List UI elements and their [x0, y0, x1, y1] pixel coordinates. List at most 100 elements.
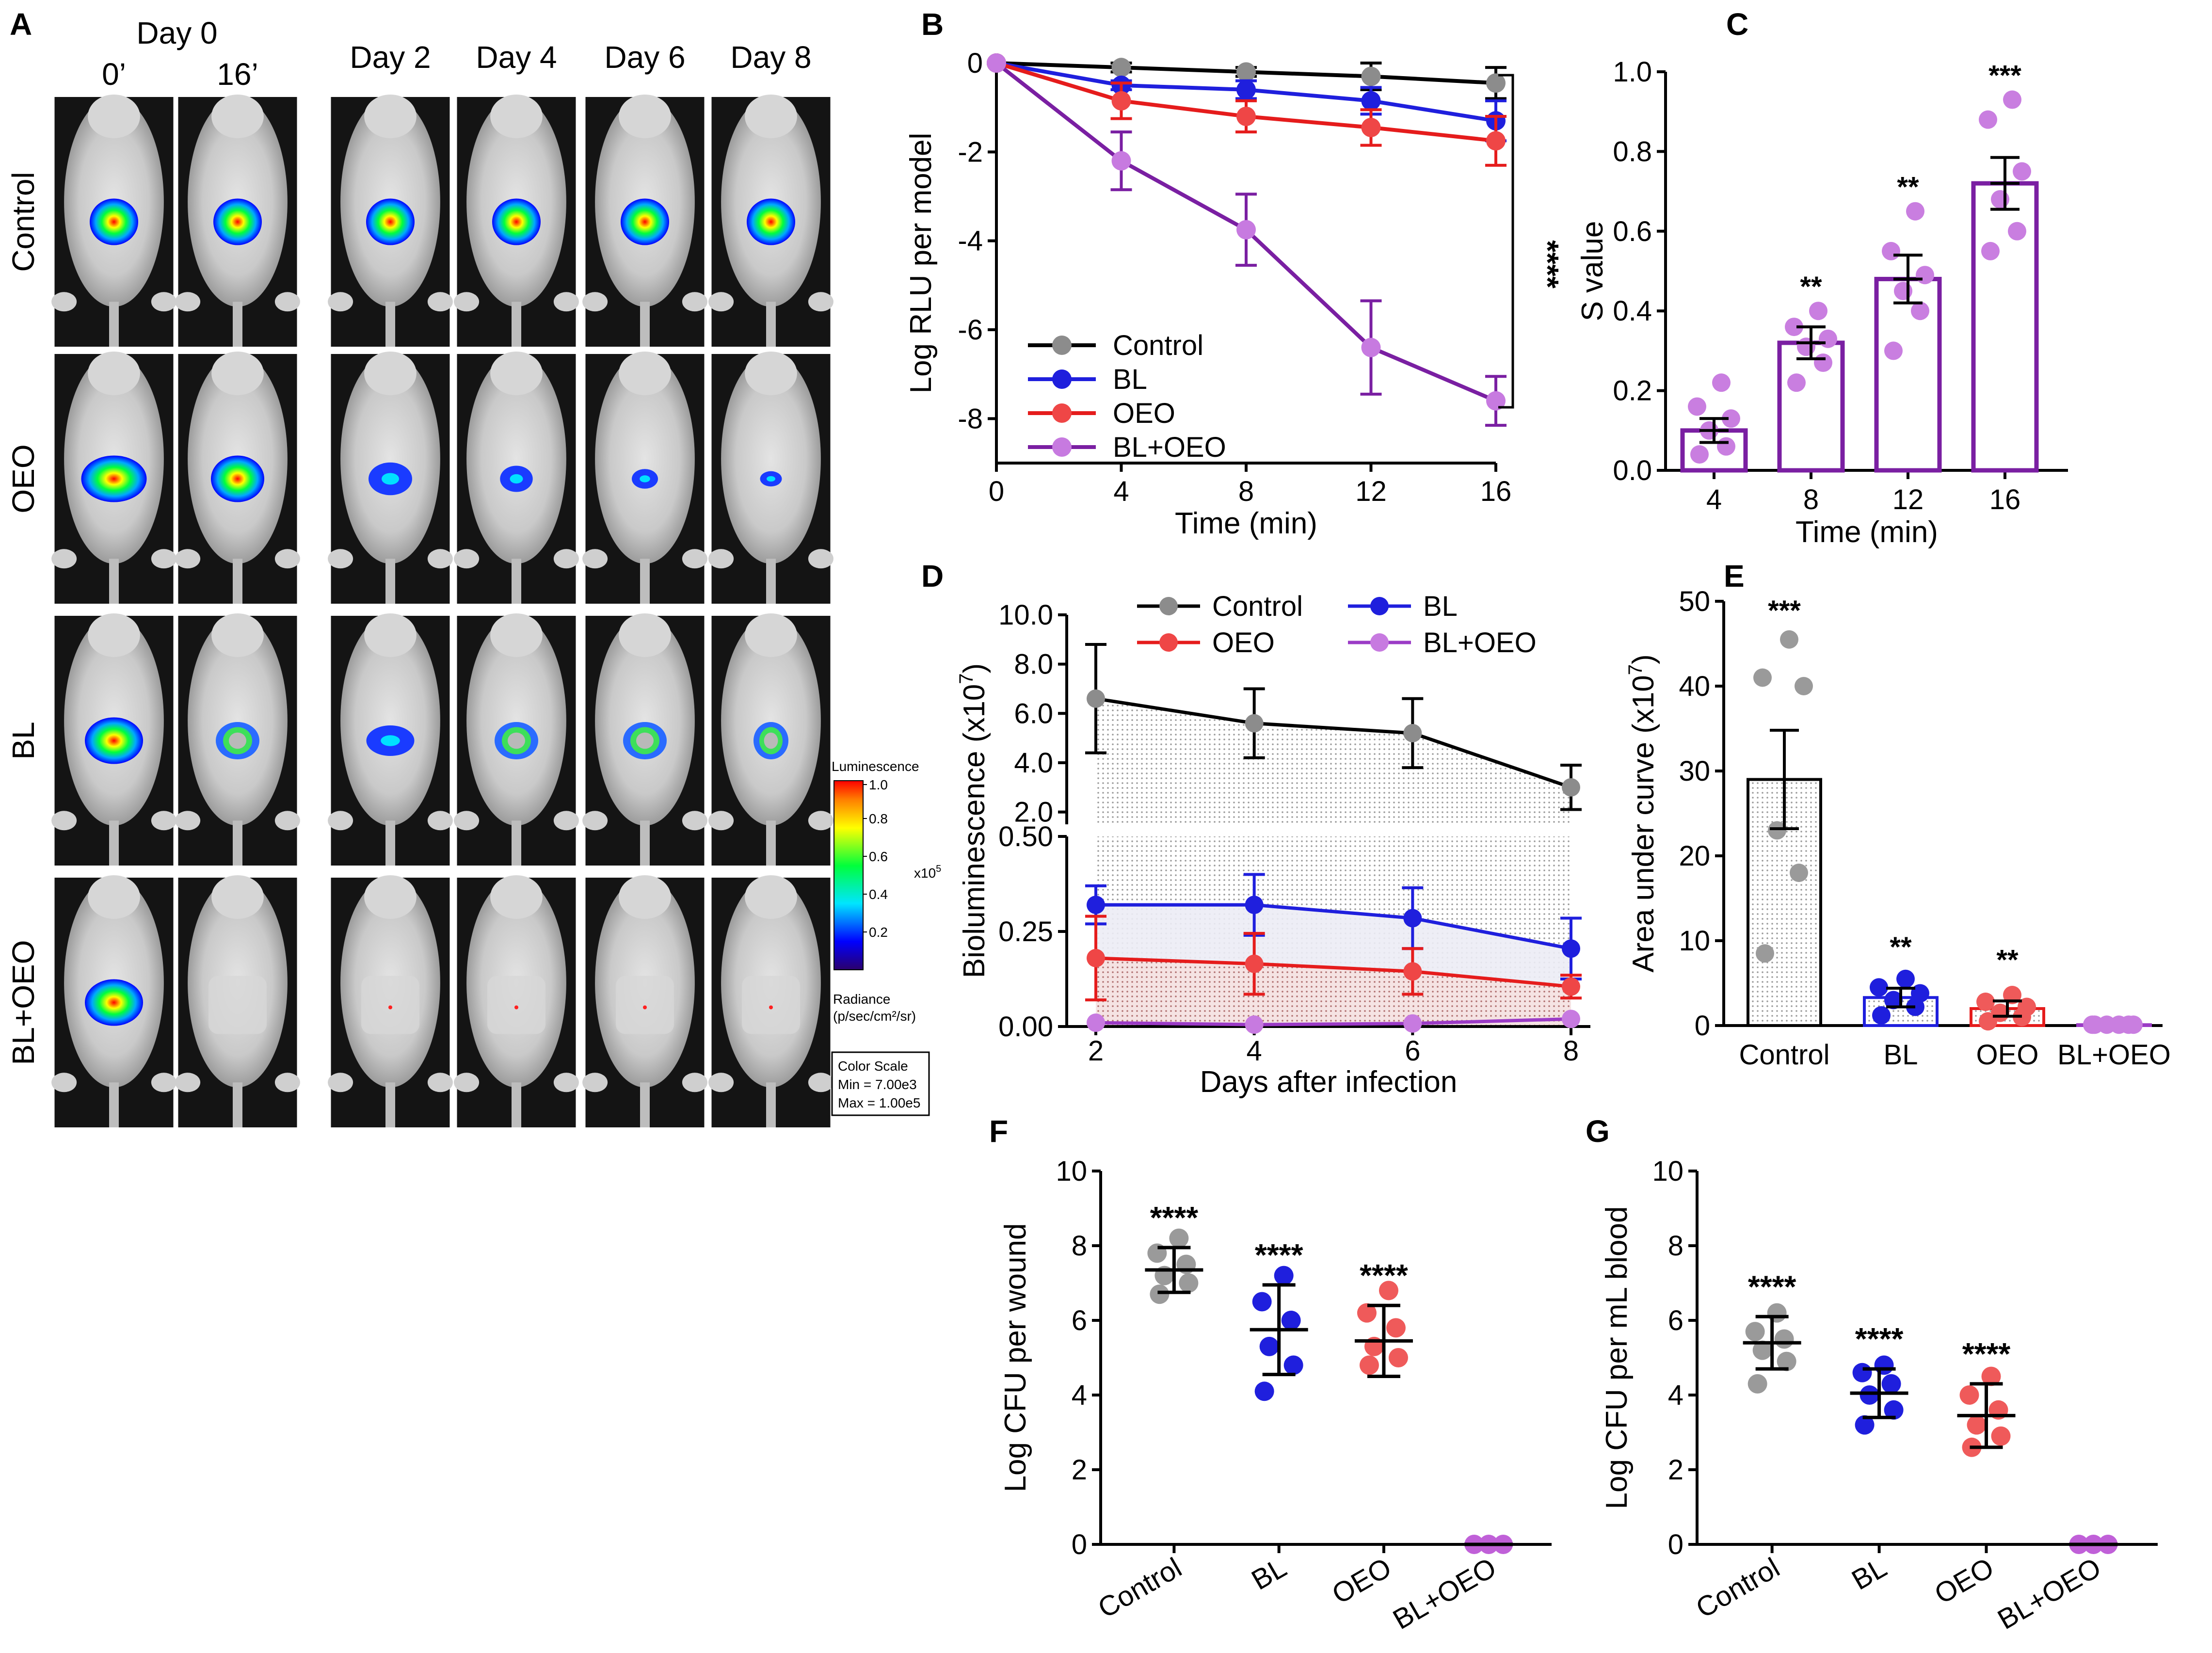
y-tick-label: 0 [1668, 1529, 1683, 1560]
y-tick-label: 10 [1652, 1155, 1683, 1187]
bar [1777, 340, 1845, 473]
mouse-foot [553, 549, 579, 569]
y-tick-label: 2 [1668, 1454, 1683, 1486]
mouse-tail [640, 1082, 650, 1127]
mouse-head [745, 613, 797, 657]
colorbar-tick-label: 0.6 [869, 849, 888, 864]
mouse-body [595, 616, 695, 826]
mouse-head [490, 875, 543, 919]
data-point [1795, 677, 1813, 695]
mouse-foot [708, 292, 734, 312]
day-label: Day 6 [604, 40, 685, 75]
data-point [1722, 409, 1740, 428]
x-tick-label: 4 [1247, 1035, 1262, 1067]
mouse-tail [640, 302, 650, 347]
data-point [1981, 241, 2000, 260]
mouse-foot [682, 811, 707, 831]
data-point [1855, 1415, 1875, 1435]
data-point [2083, 1015, 2101, 1034]
legend-marker [1052, 437, 1072, 457]
mouse-foot [808, 811, 834, 831]
x-tick-label: 12 [1355, 476, 1387, 507]
y-tick-label: 10.0 [998, 599, 1053, 631]
y-tick-label: 8 [1668, 1230, 1683, 1262]
y-tick-label: -8 [958, 403, 983, 434]
color-scale-min: Min = 7.00e3 [838, 1077, 917, 1092]
wound-dressing [487, 976, 545, 1034]
mouse-tail [640, 820, 650, 866]
y-tick-label: 6.0 [1014, 698, 1053, 729]
x-tick-label: Control [1691, 1552, 1785, 1624]
mouse-tail [109, 820, 119, 866]
mouse-foot [328, 292, 353, 312]
luminescence-spot-core [381, 735, 400, 746]
y-tick-label: 4.0 [1014, 747, 1053, 779]
series-line-BL+OEO [1095, 1017, 1571, 1027]
data-point [1882, 241, 1900, 260]
data-point-BL+OEO [1087, 1013, 1105, 1032]
mouse-tail [385, 559, 395, 604]
mouse-foot [582, 549, 608, 569]
y-axis-label-power: 7 [1625, 664, 1646, 675]
data-point [1780, 630, 1798, 649]
y-tick-label: 0 [1072, 1529, 1087, 1560]
day-label: Day 4 [476, 40, 557, 75]
data-point-OEO [1361, 117, 1381, 137]
x-tick-label: 0 [989, 476, 1004, 507]
data-point-Control [1245, 714, 1264, 733]
data-point [1774, 1329, 1794, 1349]
data-point [1752, 1340, 1772, 1360]
panel-letter-f: F [989, 1114, 1008, 1149]
y-tick-label: 4 [1668, 1380, 1683, 1411]
panel-letter-b: B [921, 7, 944, 42]
panel-letter-e: E [1724, 559, 1745, 594]
x-tick-label: 2 [1088, 1035, 1104, 1067]
luminescence-spot-core [640, 475, 650, 482]
y-tick-label: 6 [1668, 1305, 1683, 1336]
data-point-BL+OEO [1111, 151, 1131, 171]
mouse-head [490, 613, 543, 657]
data-point [1179, 1273, 1199, 1293]
y-tick-label: 4 [1072, 1380, 1087, 1411]
mouse-head [88, 875, 140, 919]
mouse-foot [582, 292, 608, 312]
luminescence-spot [85, 717, 143, 764]
y-axis-label-close: ) [1627, 654, 1660, 664]
mouse-head [490, 95, 543, 138]
x-tick-label: 8 [1563, 1035, 1579, 1067]
data-point [1906, 202, 1924, 221]
significance-stars: **** [1855, 1321, 1904, 1356]
colorbar-title: Luminescence [832, 759, 919, 774]
mouse-foot [553, 292, 579, 312]
significance-bracket-outer [1498, 74, 1514, 409]
significance-stars: ** [1996, 944, 2019, 976]
luminescence-spot [366, 198, 415, 245]
data-point [1979, 110, 1997, 129]
data-point [1274, 1266, 1294, 1285]
data-point [1753, 668, 1772, 687]
legend-marker [1052, 369, 1072, 389]
data-point [1859, 1385, 1879, 1405]
luminescence-spot [213, 198, 262, 245]
mouse-foot [175, 1073, 201, 1092]
mouse-tail [766, 302, 776, 347]
row-label: BL [6, 722, 41, 759]
data-point [1814, 353, 1832, 372]
data-point [1884, 991, 1903, 1010]
x-tick-label: 12 [1892, 484, 1924, 515]
data-point-OEO [1486, 131, 1506, 151]
data-point [2124, 1015, 2143, 1034]
mouse-tail [640, 559, 650, 604]
panel-letter-d: D [921, 559, 944, 594]
mouse-foot [808, 292, 834, 312]
mouse-tail [385, 820, 395, 866]
mouse-tail [233, 1082, 242, 1127]
data-point [1787, 373, 1806, 392]
mouse-head [619, 352, 671, 395]
radiance-unit: (p/sec/cm²/sr) [833, 1009, 916, 1024]
mouse-foot [51, 1073, 77, 1092]
mouse-foot [51, 549, 77, 569]
row-label: BL+OEO [6, 940, 41, 1065]
